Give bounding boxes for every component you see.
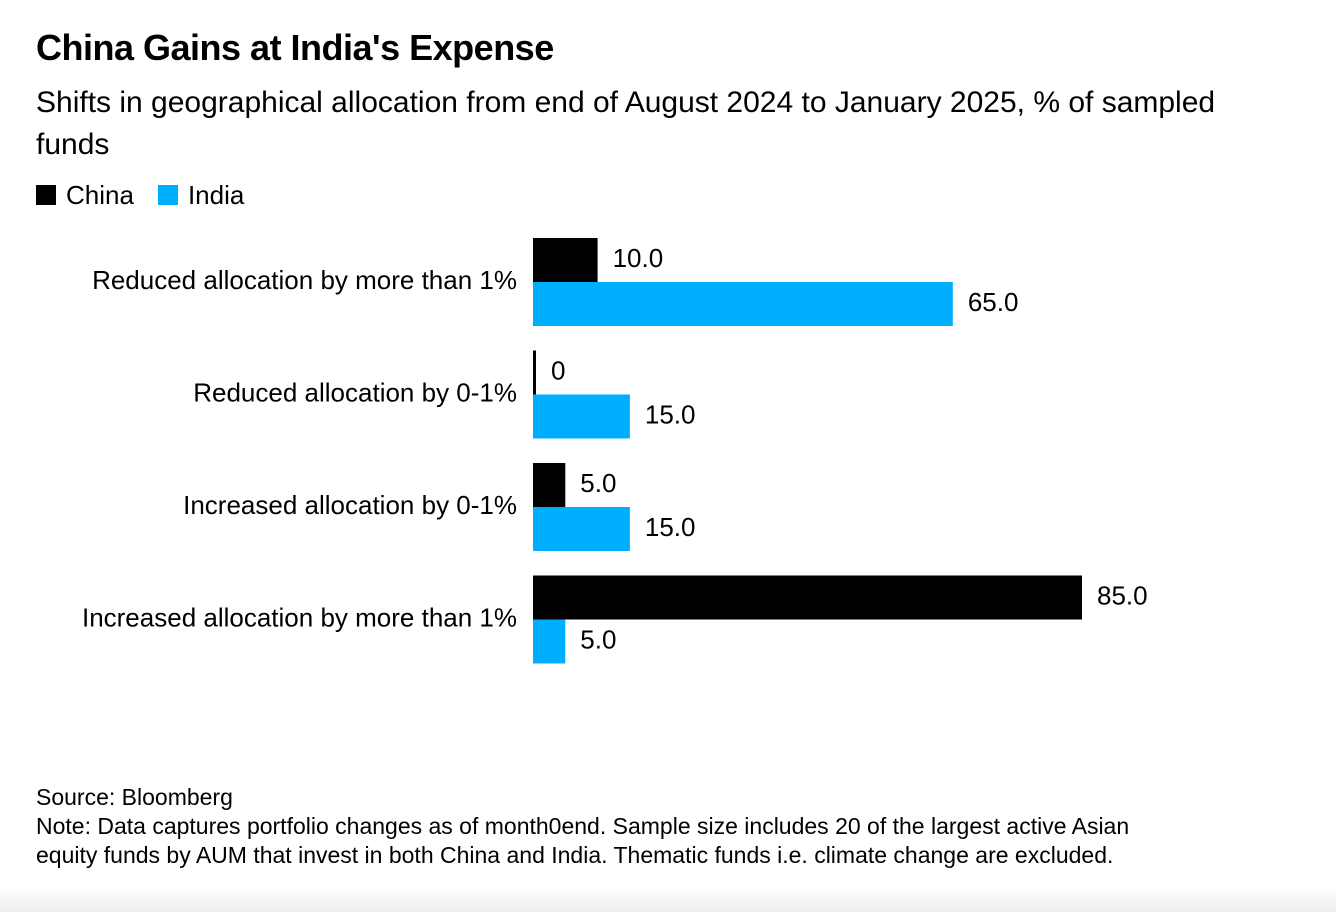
category-label-3: Increased allocation by 0-1%: [183, 490, 517, 520]
chart-title: China Gains at India's Expense: [36, 27, 554, 68]
legend: China India: [36, 178, 268, 212]
bar-china-3: [533, 463, 566, 507]
bar-india-1: [533, 282, 953, 326]
legend-swatch-china: [36, 185, 56, 205]
legend-label-china: China: [66, 179, 134, 210]
legend-item-china: China: [36, 180, 134, 211]
data-label-india-2: 15.0: [645, 399, 696, 429]
data-label-china-4: 85.0: [1097, 580, 1148, 610]
data-label-china-1: 10.0: [613, 243, 664, 273]
data-label-china-2: 0: [551, 355, 565, 385]
data-label-india-4: 5.0: [580, 624, 616, 654]
chart-footer: Source: Bloomberg Note: Data captures po…: [36, 783, 1306, 870]
bar-india-2: [533, 394, 630, 439]
category-label-1: Reduced allocation by more than 1%: [92, 265, 517, 295]
bottom-fade: [0, 886, 1336, 912]
legend-swatch-india: [157, 185, 178, 205]
bar-india-3: [533, 507, 630, 551]
data-label-india-3: 15.0: [645, 512, 696, 542]
source-text: Source: Bloomberg: [36, 784, 233, 810]
category-label-2: Reduced allocation by 0-1%: [193, 377, 517, 407]
chart-subtitle: Shifts in geographical allocation from e…: [36, 86, 1216, 161]
bar-chart: Reduced allocation by more than 1% 10.0 65…: [82, 238, 1148, 664]
bar-china-2: [533, 350, 536, 395]
legend-label-india: India: [187, 179, 245, 210]
data-label-india-1: 65.0: [968, 287, 1019, 317]
bar-india-4: [533, 619, 566, 664]
category-label-4: Increased allocation by more than 1%: [82, 602, 517, 632]
bar-china-4: [533, 575, 1082, 620]
bar-china-1: [533, 238, 598, 282]
data-label-china-3: 5.0: [580, 468, 616, 498]
note-text-line-2: equity funds by AUM that invest in both …: [36, 842, 1114, 868]
legend-item-india: India: [157, 179, 245, 211]
note-text-line-1: Note: Data captures portfolio changes as…: [36, 813, 1130, 839]
